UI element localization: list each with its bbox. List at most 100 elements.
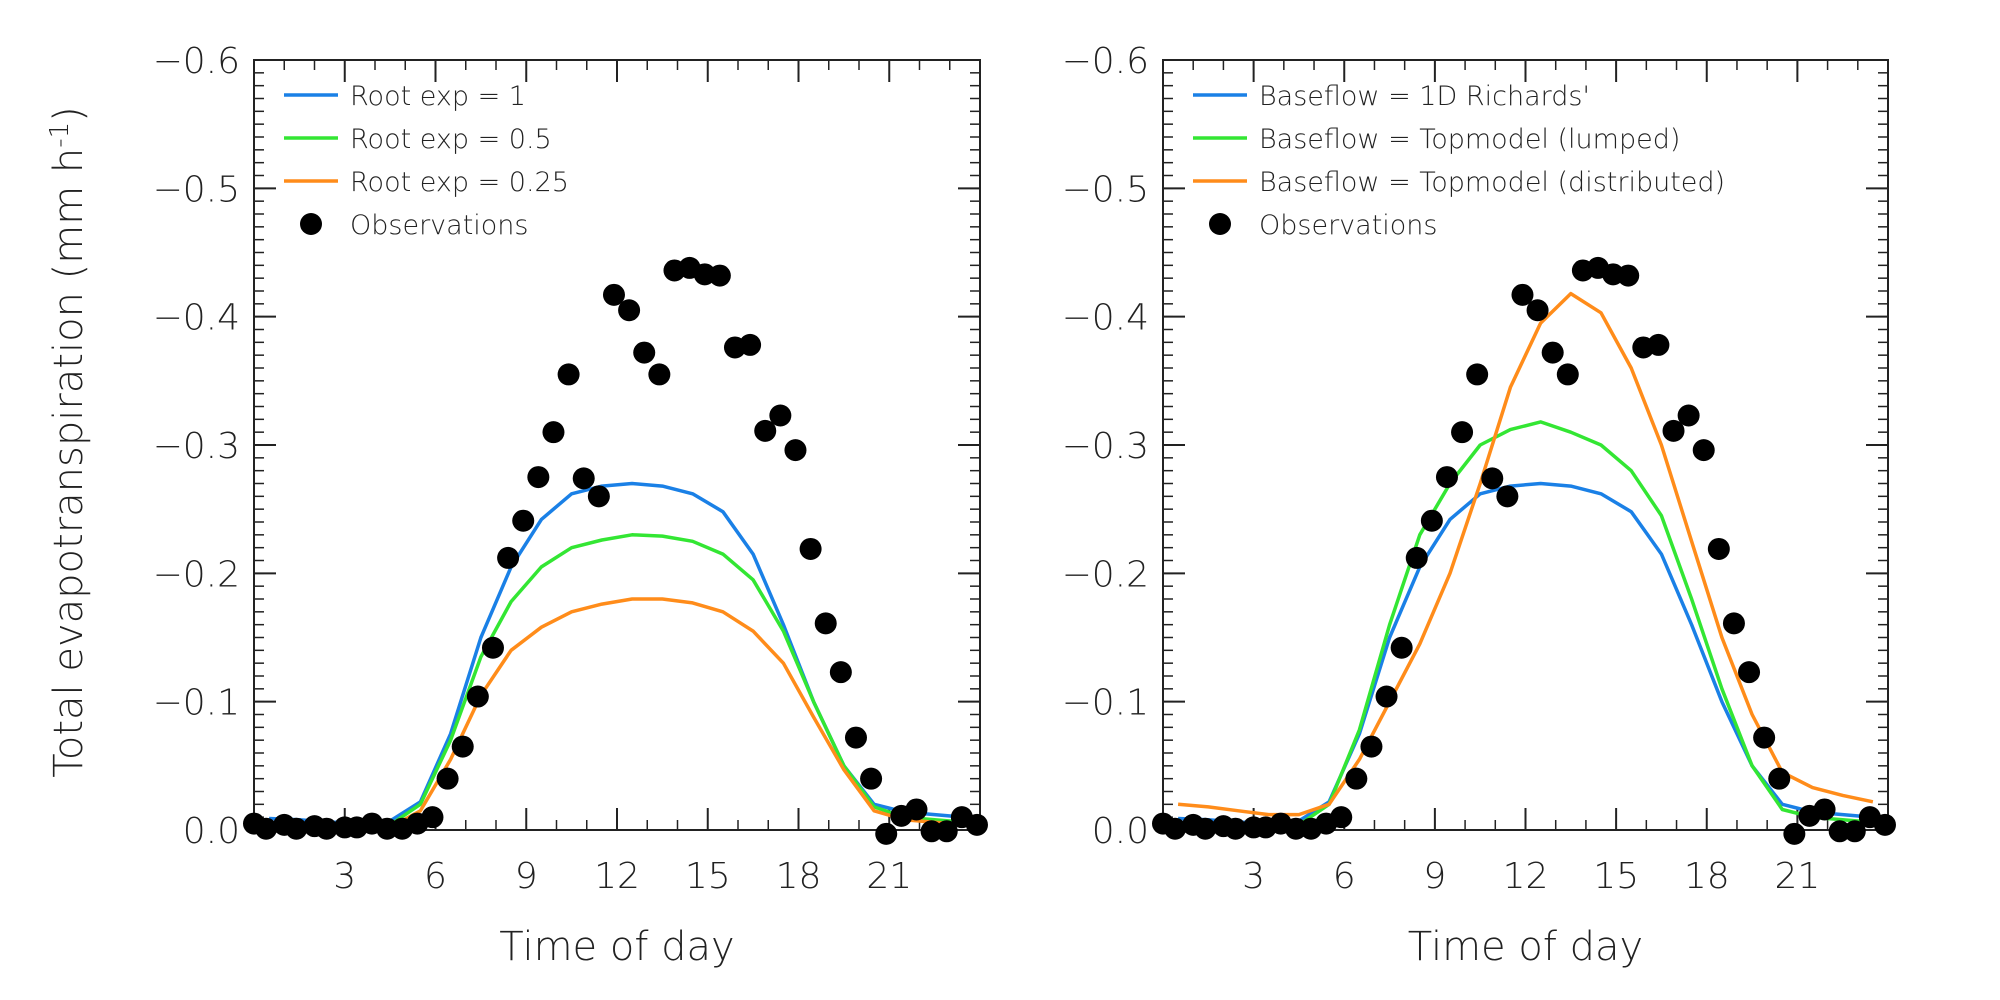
observation-point (1677, 404, 1700, 427)
observation-point (1828, 820, 1851, 843)
observation-point (829, 661, 852, 684)
observation-point (1768, 767, 1791, 790)
x-tick-label: 12 (594, 856, 640, 897)
observation-point (1405, 546, 1428, 569)
legend-marker (300, 213, 322, 235)
legend-label: Baseflow = Topmodel (lumped) (1259, 124, 1680, 155)
observation-point (255, 817, 278, 840)
series-line-root-exp-1 (269, 481, 966, 825)
observation-point (1873, 813, 1896, 836)
observation-point (1496, 485, 1519, 508)
legend-label: Observations (1259, 210, 1437, 241)
observation-point (481, 636, 504, 659)
observation-point (1451, 421, 1474, 444)
observation-point (421, 806, 444, 829)
x-axis-title: Time of day (499, 924, 734, 970)
observation-point (1662, 419, 1685, 442)
observation-point (572, 467, 595, 490)
y-tick-label: −0.5 (1062, 169, 1149, 210)
x-tick-label: 9 (1423, 856, 1446, 897)
y-tick-label: −0.1 (153, 683, 240, 724)
observation-point (648, 363, 671, 386)
observation-point (1647, 333, 1670, 356)
observation-point (376, 817, 399, 840)
observation-point (1375, 685, 1398, 708)
observation-point (844, 726, 867, 749)
observation-point (285, 817, 308, 840)
series-line-baseflow-topmodel-distributed (1177, 291, 1874, 817)
x-axis-title: Time of day (1408, 924, 1643, 970)
observation-point (1481, 467, 1504, 490)
x-tick-label: 21 (1774, 856, 1820, 897)
observation-point (618, 299, 641, 322)
observation-point (784, 439, 807, 462)
observation-point (1707, 537, 1730, 560)
series-line-root-exp-0-25 (269, 597, 966, 831)
observation-point (875, 822, 898, 845)
observation-point (512, 509, 535, 532)
x-tick-label: 21 (866, 856, 912, 897)
observation-point (1466, 363, 1489, 386)
y-tick-label: −0.2 (1062, 554, 1149, 595)
observation-point (1164, 817, 1187, 840)
observation-point (1284, 817, 1307, 840)
observation-point (739, 333, 762, 356)
observation-point (1390, 636, 1413, 659)
x-tick-label: 15 (1593, 856, 1639, 897)
y-tick-label: 0.0 (183, 811, 240, 852)
observation-point (1843, 820, 1866, 843)
observation-point (920, 820, 943, 843)
observation-point (965, 813, 988, 836)
x-tick-label: 3 (333, 856, 356, 897)
observation-point (1783, 822, 1806, 845)
y-tick-label: −0.5 (153, 169, 240, 210)
observation-point (708, 264, 731, 287)
y-axis-title-main: Total evapotranspiration (mm h (46, 148, 92, 778)
y-tick-label: −0.1 (1062, 683, 1149, 724)
observation-point (754, 419, 777, 442)
observation-point (587, 485, 610, 508)
observation-point (1692, 439, 1715, 462)
x-tick-label: 18 (776, 856, 822, 897)
observation-point (1435, 466, 1458, 489)
x-tick-label: 6 (1333, 856, 1356, 897)
series-line-baseflow-1d-richards (1178, 481, 1874, 825)
x-tick-label: 12 (1503, 856, 1549, 897)
observation-point (451, 735, 474, 758)
observation-point (1753, 726, 1776, 749)
y-axis-title-close: ) (46, 106, 92, 122)
legend-label: Baseflow = 1D Richards' (1259, 81, 1590, 112)
observation-point (814, 612, 837, 635)
observation-point (1722, 612, 1745, 635)
y-tick-label: −0.4 (1062, 298, 1149, 339)
observation-point (1420, 509, 1443, 532)
observation-point (527, 466, 550, 489)
observation-point (1330, 806, 1353, 829)
y-axis-title-superscript: -1 (45, 122, 75, 148)
legend-label: Observations (350, 210, 528, 241)
observation-point (633, 341, 656, 364)
observation-point (1617, 264, 1640, 287)
observation-point (542, 421, 565, 444)
series-line-baseflow-topmodel-lumped (1178, 420, 1874, 828)
x-tick-label: 6 (424, 856, 447, 897)
series-line-root-exp-0-5 (269, 533, 966, 828)
observation-point (905, 798, 928, 821)
observation-point (497, 546, 520, 569)
legend-marker (1209, 213, 1231, 235)
observation-point (466, 685, 489, 708)
observation-point (315, 817, 338, 840)
observation-point (1511, 283, 1534, 306)
y-axis-title: Total evapotranspiration (mm h-1) (45, 106, 92, 778)
legend-label: Root exp = 0.25 (350, 167, 569, 198)
observation-point (799, 537, 822, 560)
chart-panel-baseflow: 3 6 9 12 15 18 21 0.0 −0.1 −0.2 −0.3 −0.4 −0.5 −0.6 Ti… (1062, 41, 1896, 970)
legend-label: Root exp = 1 (350, 81, 526, 112)
observation-point (1738, 661, 1761, 684)
observation-point (935, 820, 958, 843)
legend-label: Baseflow = Topmodel (distributed) (1259, 167, 1725, 198)
observation-point (1556, 363, 1579, 386)
observation-point (1813, 798, 1836, 821)
y-tick-label: −0.3 (1062, 426, 1149, 467)
observation-point (1526, 299, 1549, 322)
